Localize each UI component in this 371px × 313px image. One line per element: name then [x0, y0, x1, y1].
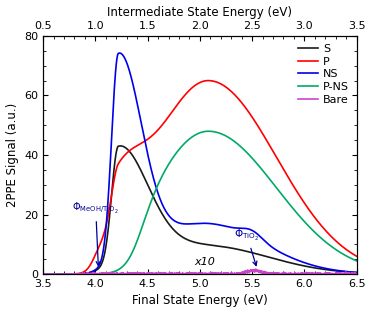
NS: [175, 220, 179, 224]
P: [77, 272, 81, 275]
S: [354, 271, 359, 275]
Bare: [315, 272, 319, 276]
Bare: [161, 273, 165, 276]
S: [95, 268, 100, 271]
NS: [95, 266, 100, 270]
P-NS: [95, 272, 100, 276]
X-axis label: Final State Energy (eV): Final State Energy (eV): [132, 295, 268, 307]
NS: [315, 264, 319, 268]
NS: [161, 205, 166, 209]
Y-axis label: 2PPE Signal (a.u.): 2PPE Signal (a.u.): [6, 103, 19, 207]
P: [348, 251, 353, 254]
P-NS: [161, 172, 165, 176]
P-NS: [41, 272, 45, 276]
Text: x10: x10: [195, 257, 216, 266]
P-NS: [348, 256, 353, 260]
Bare: [254, 267, 258, 271]
X-axis label: Intermediate State Energy (eV): Intermediate State Energy (eV): [107, 6, 292, 18]
Bare: [349, 274, 354, 278]
Bare: [41, 272, 45, 276]
Text: $\Phi_{\mathrm{TiO_2}}$: $\Phi_{\mathrm{TiO_2}}$: [234, 228, 260, 265]
P-NS: [354, 259, 359, 263]
Line: NS: NS: [43, 53, 357, 274]
P: [315, 218, 319, 222]
P: [161, 122, 165, 126]
S: [315, 266, 319, 270]
Bare: [354, 272, 359, 276]
Bare: [77, 272, 81, 276]
Text: $\Phi_{\mathrm{MeOH/TiO_2}}$: $\Phi_{\mathrm{MeOH/TiO_2}}$: [72, 201, 119, 265]
Bare: [348, 272, 353, 276]
P-NS: [315, 232, 319, 236]
S: [175, 231, 179, 235]
P: [95, 248, 100, 252]
P-NS: [77, 272, 81, 276]
P: [175, 103, 179, 107]
NS: [354, 270, 359, 274]
Line: S: S: [43, 146, 357, 274]
NS: [77, 272, 81, 276]
S: [41, 272, 45, 276]
NS: [117, 51, 122, 55]
P-NS: [175, 150, 179, 154]
Bare: [175, 272, 179, 276]
S: [161, 214, 166, 218]
S: [348, 270, 353, 274]
NS: [41, 272, 45, 276]
P: [41, 272, 45, 276]
NS: [348, 270, 353, 274]
Line: P: P: [43, 80, 357, 274]
S: [77, 272, 81, 276]
P: [206, 79, 210, 82]
P: [354, 254, 359, 258]
Bare: [95, 273, 100, 277]
Line: Bare: Bare: [43, 269, 357, 276]
P-NS: [206, 129, 211, 133]
S: [118, 144, 122, 148]
Legend: S, P, NS, P-NS, Bare: S, P, NS, P-NS, Bare: [296, 42, 351, 107]
Line: P-NS: P-NS: [43, 131, 357, 274]
